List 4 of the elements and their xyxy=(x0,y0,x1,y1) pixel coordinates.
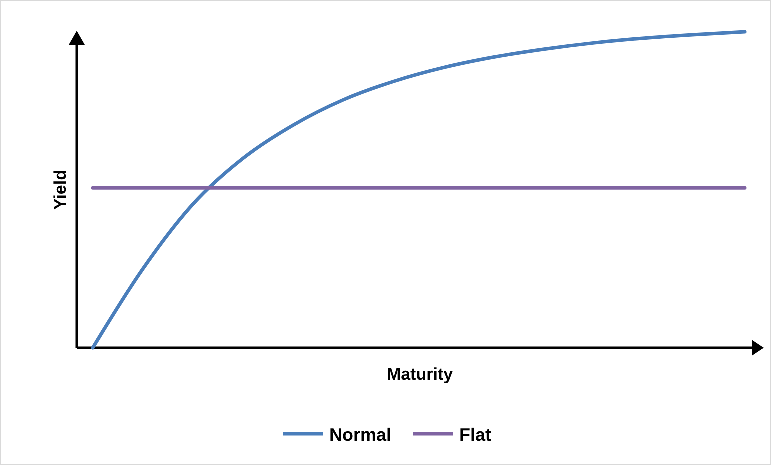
x-axis-title: Maturity xyxy=(386,365,454,384)
legend-label: Flat xyxy=(460,425,492,445)
y-axis-title: Yield xyxy=(51,170,70,210)
legend-label: Normal xyxy=(329,425,392,445)
